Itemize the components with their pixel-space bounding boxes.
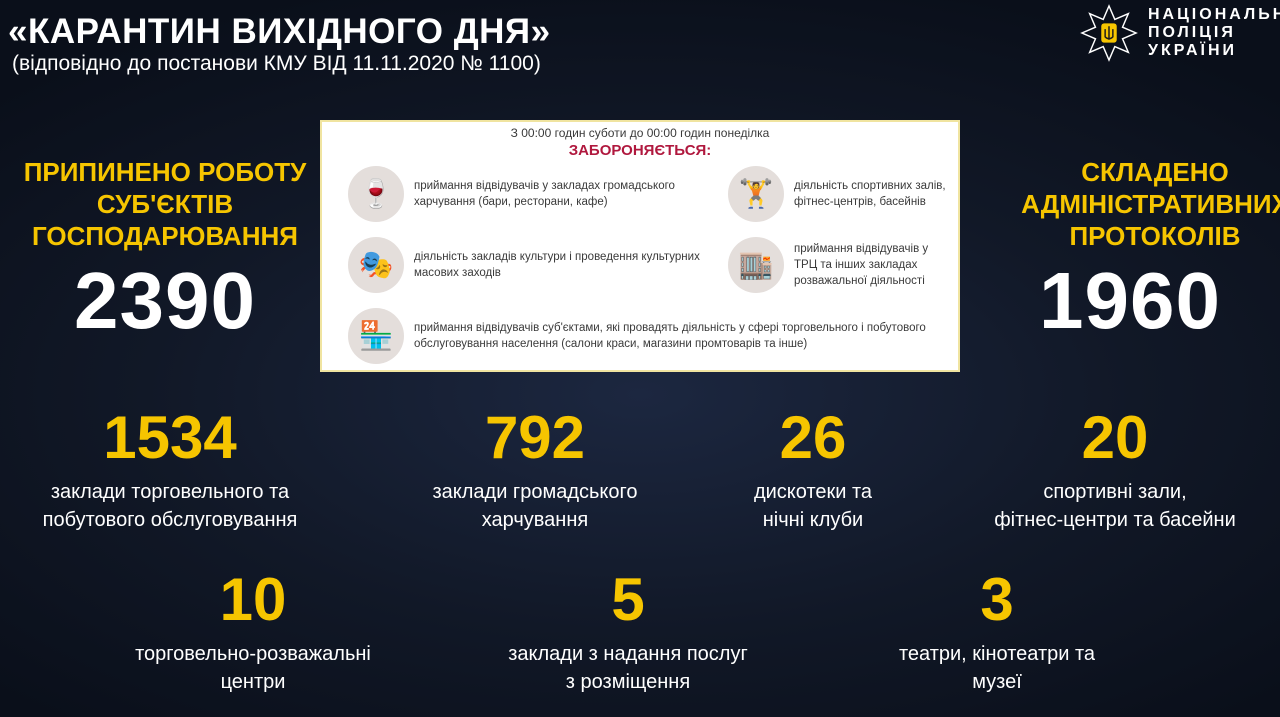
stat-gyms: 20 спортивні зали, фітнес-центри та басей… [935,408,1280,534]
stat-value: 20 [1081,404,1149,471]
restriction-text: приймання відвідувачів у закладах громад… [414,180,675,208]
stat-value: 3 [980,566,1014,633]
stat-label: центри [220,671,286,693]
theater-masks-icon: 🎭 [348,237,404,293]
stat-label: музеї [972,671,1022,693]
logo-line: УКРАЇНИ [1148,42,1238,59]
stat-label: харчування [481,509,589,531]
stat-label: дискотеки та [753,481,873,503]
stat-label: спортивні зали, [1043,481,1187,503]
stat-accommodation: 5 заклади з надання послуг з розміщення [448,570,808,696]
stat-theaters: 3 театри, кінотеатри та музеї [817,570,1177,696]
restriction-item: 🏬 приймання відвідувачів у ТРЦ та інших … [728,237,948,293]
shop-icon: 🏪 [348,308,404,364]
headline-line: СКЛАДЕНО [1081,157,1229,187]
suspended-count: 2390 [74,256,256,345]
stat-label: з розміщення [565,671,691,693]
stat-label: нічні клуби [762,509,864,531]
stat-clubs: 26 дискотеки та нічні клуби [633,408,993,534]
stat-label: заклади громадського [432,481,638,503]
stat-malls: 10 торговельно-розважальні центри [73,570,433,696]
restriction-item: 🏪 приймання відвідувачів суб'єктами, які… [348,308,938,364]
stat-catering: 792 заклади громадського харчування [355,408,715,534]
dumbbell-icon: 🏋 [728,166,784,222]
stat-value: 26 [779,404,847,471]
restriction-item: 🏋 діяльність спортивних залів, фітнес-це… [728,166,948,222]
panel-time: З 00:00 годин суботи до 00:00 годин поне… [510,126,770,140]
panel-banned: ЗАБОРОНЯЄТЬСЯ: [568,142,712,159]
police-logo: НАЦІОНАЛЬНА ПОЛІЦІЯ УКРАЇНИ [1080,4,1280,62]
headline-line: СУБ'ЄКТІВ [96,189,234,219]
restriction-text: діяльність спортивних залів, фітнес-цент… [794,180,946,208]
stat-label: заклади з надання послуг [508,643,748,665]
headline-line: ПРОТОКОЛІВ [1069,221,1241,251]
restrictions-panel: З 00:00 годин суботи до 00:00 годин поне… [320,120,960,372]
stat-value: 10 [219,566,287,633]
protocols-count: 1960 [1039,256,1221,345]
headline-line: ПРИПИНЕНО РОБОТУ [23,157,307,187]
stat-label: побутового обслуговування [42,509,298,531]
stat-label: торговельно-розважальні [135,643,371,665]
stat-label: заклади торговельного та [50,481,290,503]
stat-label: театри, кінотеатри та [898,643,1096,665]
protocols-headline: СКЛАДЕНО АДМІНІСТРАТИВНИХ ПРОТОКОЛІВ [990,156,1280,252]
headline-line: АДМІНІСТРАТИВНИХ [1021,189,1280,219]
police-star-icon [1080,4,1138,62]
logo-line: НАЦІОНАЛЬНА [1148,6,1280,23]
suspended-headline: ПРИПИНЕНО РОБОТУ СУБ'ЄКТІВ ГОСПОДАРЮВАНН… [0,156,330,252]
page-title: «КАРАНТИН ВИХІДНОГО ДНЯ» [8,12,551,51]
stat-value: 792 [484,404,586,471]
restriction-item: 🎭 діяльність закладів культури і проведе… [348,237,708,293]
restriction-text: приймання відвідувачів суб'єктами, які п… [414,322,926,350]
restriction-item: 🍷 приймання відвідувачів у закладах гром… [348,166,708,222]
page-subtitle: (відповідно до постанови КМУ ВІД 11.11.2… [12,52,541,75]
stat-value: 5 [611,566,645,633]
logo-line: ПОЛІЦІЯ [1148,24,1236,41]
shopping-mall-icon: 🏬 [728,237,784,293]
restriction-text: діяльність закладів культури і проведенн… [414,251,700,279]
restriction-text: приймання відвідувачів у ТРЦ та інших за… [794,243,929,287]
stat-value: 1534 [103,404,237,471]
headline-line: ГОСПОДАРЮВАННЯ [32,221,298,251]
stat-label: фітнес-центри та басейни [994,509,1236,531]
wine-glass-icon: 🍷 [348,166,404,222]
stat-trade: 1534 заклади торговельного та побутового … [0,408,350,534]
